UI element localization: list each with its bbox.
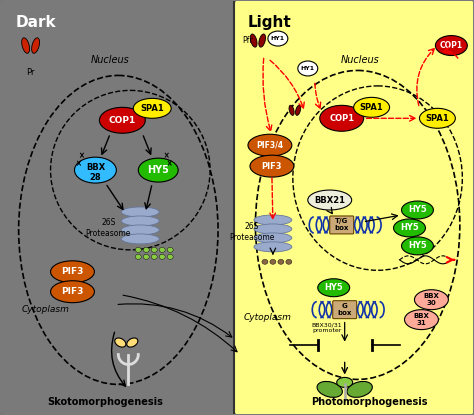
Text: Pfr: Pfr xyxy=(243,36,253,45)
Text: 26S
Proteasome: 26S Proteasome xyxy=(229,222,274,242)
Text: SPA1: SPA1 xyxy=(426,114,449,123)
Ellipse shape xyxy=(268,31,288,46)
Ellipse shape xyxy=(74,157,116,183)
Ellipse shape xyxy=(436,36,467,56)
Ellipse shape xyxy=(393,219,426,237)
Ellipse shape xyxy=(100,107,145,133)
Text: SPA1: SPA1 xyxy=(140,104,164,113)
Ellipse shape xyxy=(404,310,438,330)
Ellipse shape xyxy=(167,247,173,252)
Text: BBX30/31
promoter: BBX30/31 promoter xyxy=(311,322,342,333)
Text: Light: Light xyxy=(248,15,292,29)
Text: PIF3: PIF3 xyxy=(61,267,84,276)
Ellipse shape xyxy=(250,155,294,177)
Text: T/G
box: T/G box xyxy=(335,218,349,232)
Text: BBX
31: BBX 31 xyxy=(413,313,429,326)
Text: COP1: COP1 xyxy=(329,114,354,123)
Ellipse shape xyxy=(121,207,159,217)
Text: HY5: HY5 xyxy=(408,242,427,250)
Ellipse shape xyxy=(135,254,141,259)
Text: Nucleus: Nucleus xyxy=(340,56,379,66)
Ellipse shape xyxy=(51,281,94,303)
Text: BBX
30: BBX 30 xyxy=(423,293,439,306)
Text: SPA1: SPA1 xyxy=(360,103,383,112)
Ellipse shape xyxy=(259,34,265,47)
Text: 28: 28 xyxy=(90,173,101,182)
Text: BBX21: BBX21 xyxy=(314,195,345,205)
Ellipse shape xyxy=(295,105,301,115)
Text: Photomorphogenesis: Photomorphogenesis xyxy=(311,397,428,408)
Ellipse shape xyxy=(298,61,318,76)
Text: PIF3: PIF3 xyxy=(61,287,84,296)
Ellipse shape xyxy=(401,201,433,219)
Ellipse shape xyxy=(262,259,268,264)
Ellipse shape xyxy=(278,259,284,264)
Text: G
box: G box xyxy=(337,303,352,316)
Ellipse shape xyxy=(248,134,292,156)
Text: PIF3: PIF3 xyxy=(262,161,282,171)
Ellipse shape xyxy=(133,98,171,118)
Ellipse shape xyxy=(286,259,292,264)
Ellipse shape xyxy=(151,254,157,259)
Text: HY5: HY5 xyxy=(147,165,169,175)
Text: HY5: HY5 xyxy=(324,283,343,292)
Ellipse shape xyxy=(143,247,149,252)
Ellipse shape xyxy=(51,261,94,283)
Ellipse shape xyxy=(32,38,39,53)
Ellipse shape xyxy=(254,215,292,225)
Ellipse shape xyxy=(22,38,29,53)
Ellipse shape xyxy=(254,242,292,252)
Ellipse shape xyxy=(121,234,159,244)
Text: Pr: Pr xyxy=(27,68,35,77)
Ellipse shape xyxy=(121,216,159,226)
FancyBboxPatch shape xyxy=(333,301,356,319)
Ellipse shape xyxy=(414,290,448,310)
Ellipse shape xyxy=(135,247,141,252)
Ellipse shape xyxy=(320,105,364,131)
Text: Nucleus: Nucleus xyxy=(91,56,130,66)
Ellipse shape xyxy=(270,259,276,264)
Ellipse shape xyxy=(318,279,350,297)
FancyBboxPatch shape xyxy=(234,0,474,415)
Ellipse shape xyxy=(138,158,178,182)
Ellipse shape xyxy=(419,108,456,128)
Ellipse shape xyxy=(121,225,159,235)
Ellipse shape xyxy=(289,105,294,115)
Ellipse shape xyxy=(151,247,157,252)
Ellipse shape xyxy=(115,338,126,347)
Text: HY5: HY5 xyxy=(408,205,427,215)
Text: COP1: COP1 xyxy=(440,41,463,50)
FancyBboxPatch shape xyxy=(0,0,238,415)
Ellipse shape xyxy=(143,254,149,259)
Text: COP1: COP1 xyxy=(109,116,136,125)
Text: HY1: HY1 xyxy=(271,36,285,41)
Ellipse shape xyxy=(337,377,353,387)
Ellipse shape xyxy=(401,237,433,255)
FancyBboxPatch shape xyxy=(330,216,354,234)
Text: BBX: BBX xyxy=(86,163,105,172)
Text: 26S
Proteasome: 26S Proteasome xyxy=(86,218,131,238)
Text: Dark: Dark xyxy=(16,15,56,29)
Text: Cytoplasm: Cytoplasm xyxy=(244,313,292,322)
Ellipse shape xyxy=(254,233,292,243)
Ellipse shape xyxy=(254,224,292,234)
Ellipse shape xyxy=(250,34,257,47)
Ellipse shape xyxy=(159,254,165,259)
Ellipse shape xyxy=(159,247,165,252)
Ellipse shape xyxy=(308,190,352,210)
Text: Skotomorphogenesis: Skotomorphogenesis xyxy=(47,397,164,408)
Ellipse shape xyxy=(317,381,342,397)
Text: PIF3/4: PIF3/4 xyxy=(256,141,283,150)
Ellipse shape xyxy=(167,254,173,259)
Ellipse shape xyxy=(127,338,138,347)
Ellipse shape xyxy=(347,381,372,397)
Text: HY5: HY5 xyxy=(400,223,419,232)
Ellipse shape xyxy=(354,98,390,117)
Text: HY1: HY1 xyxy=(301,66,315,71)
Text: Cytoplasm: Cytoplasm xyxy=(22,305,70,314)
